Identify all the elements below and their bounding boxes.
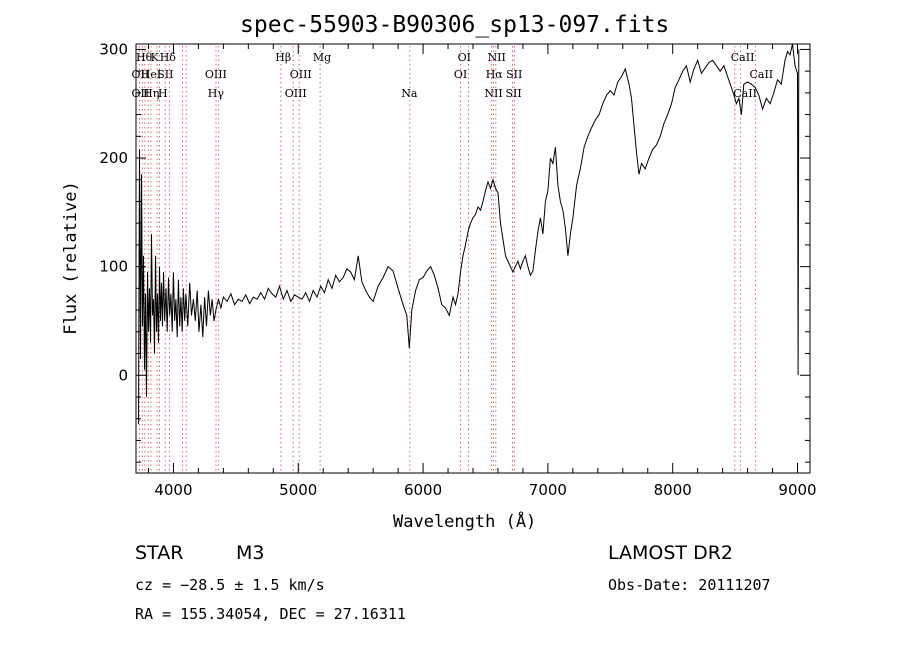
x-tick-label: 5000 (279, 481, 317, 499)
object-class: STAR (135, 542, 184, 564)
line-marker-label: SII (157, 68, 173, 81)
line-marker-label: Hβ (275, 51, 291, 64)
spectrum-line (138, 43, 800, 425)
x-tick-label: 6000 (404, 481, 442, 499)
x-axis-label: Wavelength (Å) (393, 512, 537, 532)
y-axis-label: Flux (relative) (61, 181, 81, 335)
y-tick-label: 200 (99, 149, 128, 167)
line-marker-label: NII (484, 87, 502, 100)
line-marker-label: OIII (290, 68, 312, 81)
plot-frame (135, 43, 811, 474)
obs-date-text: Obs-Date: 20111207 (608, 576, 771, 594)
y-tick-label: 0 (118, 366, 128, 384)
line-marker-label: SII (506, 68, 522, 81)
line-marker-label: Mg (313, 51, 331, 64)
object-subclass: M3 (236, 542, 265, 564)
x-tick-label: 8000 (654, 481, 692, 499)
line-marker-label: CaII (731, 51, 755, 64)
line-marker-label: Hα (486, 68, 504, 81)
line-marker-label: Hγ (208, 87, 225, 100)
survey-label: LAMOST DR2 (608, 542, 733, 564)
x-tick-label: 9000 (778, 481, 816, 499)
line-marker-label: OIII (285, 87, 307, 100)
line-marker-label: Hη (143, 87, 159, 100)
line-marker-label: CaII (749, 68, 773, 81)
line-marker-label: H (158, 87, 168, 100)
y-tick-label: 300 (99, 40, 128, 58)
line-marker-label: K (151, 51, 160, 64)
x-tick-label: 7000 (529, 481, 567, 499)
line-marker-label: OII (132, 68, 150, 81)
chart-title: spec-55903-B90306_sp13-097.fits (240, 12, 670, 38)
line-marker-label: NII (488, 51, 506, 64)
y-tick-label: 100 (99, 258, 128, 276)
line-marker-label: Hθ (136, 51, 153, 64)
line-marker-label: CaII (733, 87, 757, 100)
line-marker-label: OIII (205, 68, 227, 81)
line-marker-label: OI (458, 51, 471, 64)
line-marker-label: SII (505, 87, 521, 100)
redshift-text: cz = −28.5 ± 1.5 km/s (135, 576, 325, 594)
coordinates-text: RA = 155.34054, DEC = 27.16311 (135, 605, 406, 623)
line-marker-label: OII (132, 87, 150, 100)
x-tick-label: 4000 (154, 481, 192, 499)
line-marker-label: OI (454, 68, 467, 81)
line-marker-label: Hδ (160, 51, 177, 64)
line-marker-label: Na (401, 87, 418, 100)
line-marker-label: HeI (141, 68, 161, 81)
